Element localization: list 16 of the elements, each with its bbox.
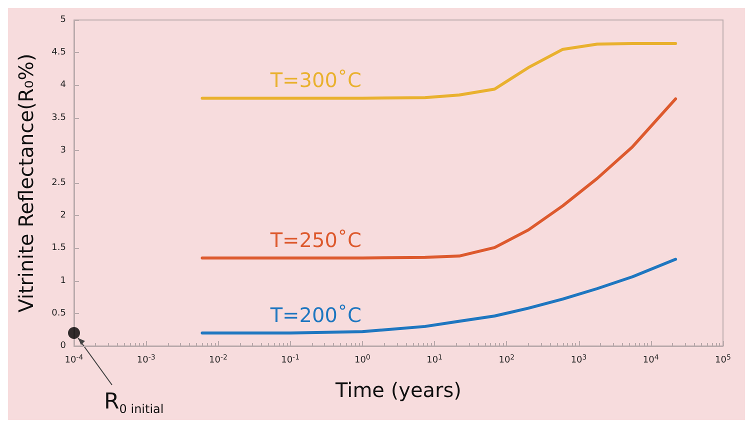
y-tick-label: 1.5	[52, 243, 66, 254]
y-tick-label: 0.5	[52, 308, 66, 318]
series-label: T=250˚C	[269, 228, 362, 252]
y-tick-label: 3	[60, 145, 66, 156]
series-label: T=300˚C	[269, 68, 362, 92]
x-axis-title: Time (years)	[334, 378, 462, 402]
y-tick-label: 5	[60, 15, 66, 25]
y-tick-label: 2.5	[52, 178, 66, 188]
y-tick-label: 2	[60, 210, 66, 221]
series-label: T=200˚C	[269, 302, 362, 327]
y-tick-label: 4.5	[52, 48, 66, 58]
y-tick-label: 3.5	[52, 112, 66, 123]
y-axis-title: Vitrinite Reflectance(R₀%)	[14, 54, 38, 312]
y-tick-label: 0	[60, 341, 66, 351]
y-tick-label: 4	[60, 80, 66, 90]
y-tick-label: 1	[60, 276, 66, 286]
